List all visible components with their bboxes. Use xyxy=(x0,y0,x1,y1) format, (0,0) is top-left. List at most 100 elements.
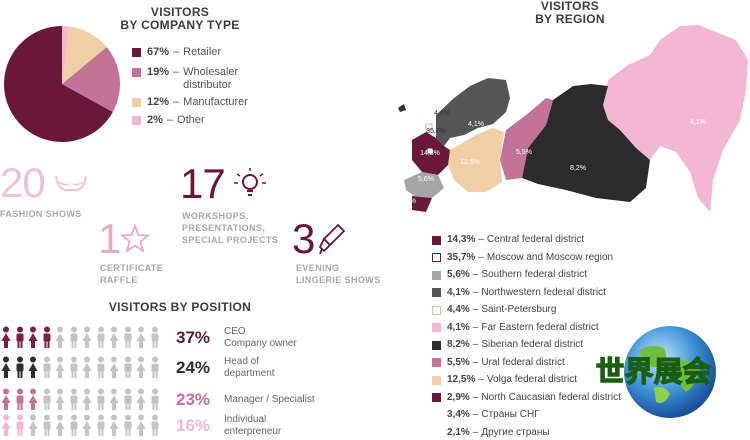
person-icon xyxy=(68,326,80,353)
map-label: 8,2% xyxy=(570,165,586,172)
watermark-text: 世界展会 xyxy=(595,354,713,389)
map-label: 4,1% xyxy=(690,119,706,126)
region-swatch xyxy=(432,288,441,297)
map-label: 5,5% xyxy=(516,149,532,156)
evening-shows-number: 3 xyxy=(292,215,315,262)
person-icon xyxy=(81,388,93,415)
region-dash: – xyxy=(472,321,479,333)
person-icon xyxy=(108,414,120,440)
region-label: Другие страны xyxy=(481,426,550,438)
map-north-caucasus xyxy=(412,196,432,212)
region-dash: – xyxy=(472,304,479,315)
region-pct: 12,5% xyxy=(447,374,476,385)
region-legend-item: 14,3% – Central federal district xyxy=(432,234,584,246)
region-dash: – xyxy=(472,286,479,298)
region-swatch xyxy=(432,235,441,245)
region-label: Northwestern federal district xyxy=(481,286,606,298)
map-label: 5,6% xyxy=(418,176,434,183)
region-dash: – xyxy=(478,251,484,263)
region-pct: 8,2% xyxy=(447,339,470,350)
region-swatch xyxy=(432,323,441,332)
certificate-label: CERTIFICATE RAFFLE xyxy=(100,263,164,285)
person-icon xyxy=(81,414,93,440)
region-legend-item: 4,4% – Saint-Petersburg xyxy=(432,304,556,316)
person-icon xyxy=(108,356,120,383)
person-icon xyxy=(27,356,39,383)
person-icon-row xyxy=(0,414,161,440)
position-label: Individual enterpreneur xyxy=(224,414,282,437)
person-icon xyxy=(68,414,80,440)
region-pct: 2,1% xyxy=(447,426,470,438)
company-legend-item: 19% – Wholesaler distributor xyxy=(132,66,238,92)
company-type-pie xyxy=(4,26,120,142)
legend-dash: – xyxy=(166,114,174,126)
legend-dash: – xyxy=(173,96,180,108)
region-legend-item: 4,1% – Northwestern federal district xyxy=(432,287,606,299)
region-dash: – xyxy=(472,391,479,403)
legend-pct: 67% xyxy=(147,46,170,58)
region-dash: – xyxy=(472,426,479,438)
map-label: 2,9% xyxy=(400,198,416,205)
region-label: Southern federal district xyxy=(481,269,587,280)
region-swatch xyxy=(432,393,441,402)
person-icon xyxy=(0,414,12,440)
person-icon xyxy=(81,356,93,383)
map-volga xyxy=(448,128,504,192)
position-label: CEO Company owner xyxy=(224,326,297,349)
map-label: 4,1% xyxy=(468,121,484,128)
person-icon xyxy=(27,388,39,415)
region-dash: – xyxy=(472,269,479,280)
person-icon xyxy=(27,326,39,353)
person-icon xyxy=(41,356,53,383)
person-icon xyxy=(54,326,66,353)
person-icon xyxy=(68,388,80,415)
person-icon xyxy=(95,388,107,415)
person-icon-row xyxy=(0,388,161,415)
person-icon xyxy=(122,326,134,353)
region-dash: – xyxy=(472,339,479,350)
person-icon xyxy=(54,388,66,415)
region-pct: 3,4% xyxy=(447,409,470,420)
region-label: Central federal district xyxy=(486,234,585,245)
legend-dash: – xyxy=(173,46,180,58)
lightbulb-icon xyxy=(234,168,266,196)
person-icon xyxy=(41,388,53,415)
person-icon xyxy=(41,414,53,440)
region-pct: 5,5% xyxy=(447,356,470,368)
region-swatch xyxy=(432,375,441,385)
person-icon-row xyxy=(0,356,161,383)
person-icon xyxy=(14,356,26,383)
position-pct: 23% xyxy=(176,390,211,409)
bra-icon xyxy=(55,175,87,192)
legend-swatch xyxy=(132,98,141,107)
map-far-east xyxy=(603,25,748,212)
region-dash: – xyxy=(478,234,484,245)
company-legend-item: 12% – Manufacturer xyxy=(132,96,248,109)
legend-label: Retailer xyxy=(183,46,222,58)
legend-pct: 12% xyxy=(147,96,170,108)
person-icon xyxy=(135,414,147,440)
person-icon xyxy=(122,388,134,415)
legend-label: Wholesaler distributor xyxy=(183,66,239,91)
region-swatch xyxy=(432,411,441,420)
region-pct: 4,1% xyxy=(447,286,470,298)
star-icon xyxy=(120,224,150,254)
region-label: North Caucasian federal district xyxy=(481,391,621,403)
region-label: Volga federal district xyxy=(486,374,577,385)
person-icon xyxy=(27,414,39,440)
watermark-logo: 世界展会 xyxy=(595,322,746,422)
workshops-number: 17 xyxy=(180,160,226,207)
map-siberia xyxy=(522,84,650,202)
region-swatch xyxy=(432,253,441,262)
region-dash: – xyxy=(478,374,484,385)
person-icon xyxy=(68,356,80,383)
region-pct: 4,1% xyxy=(447,321,470,333)
pie-slice xyxy=(62,26,107,84)
evening-shows-label: EVENING LINGERIE SHOWS xyxy=(296,263,381,285)
workshops-label: WORKSHOPS, PRESENTATIONS, SPECIAL PROJEC… xyxy=(182,211,279,245)
region-label: Siberian federal district xyxy=(481,339,584,350)
person-icon xyxy=(108,326,120,353)
person-icon xyxy=(14,414,26,440)
map-label: 14,3% xyxy=(420,150,440,157)
person-icon xyxy=(149,414,161,440)
